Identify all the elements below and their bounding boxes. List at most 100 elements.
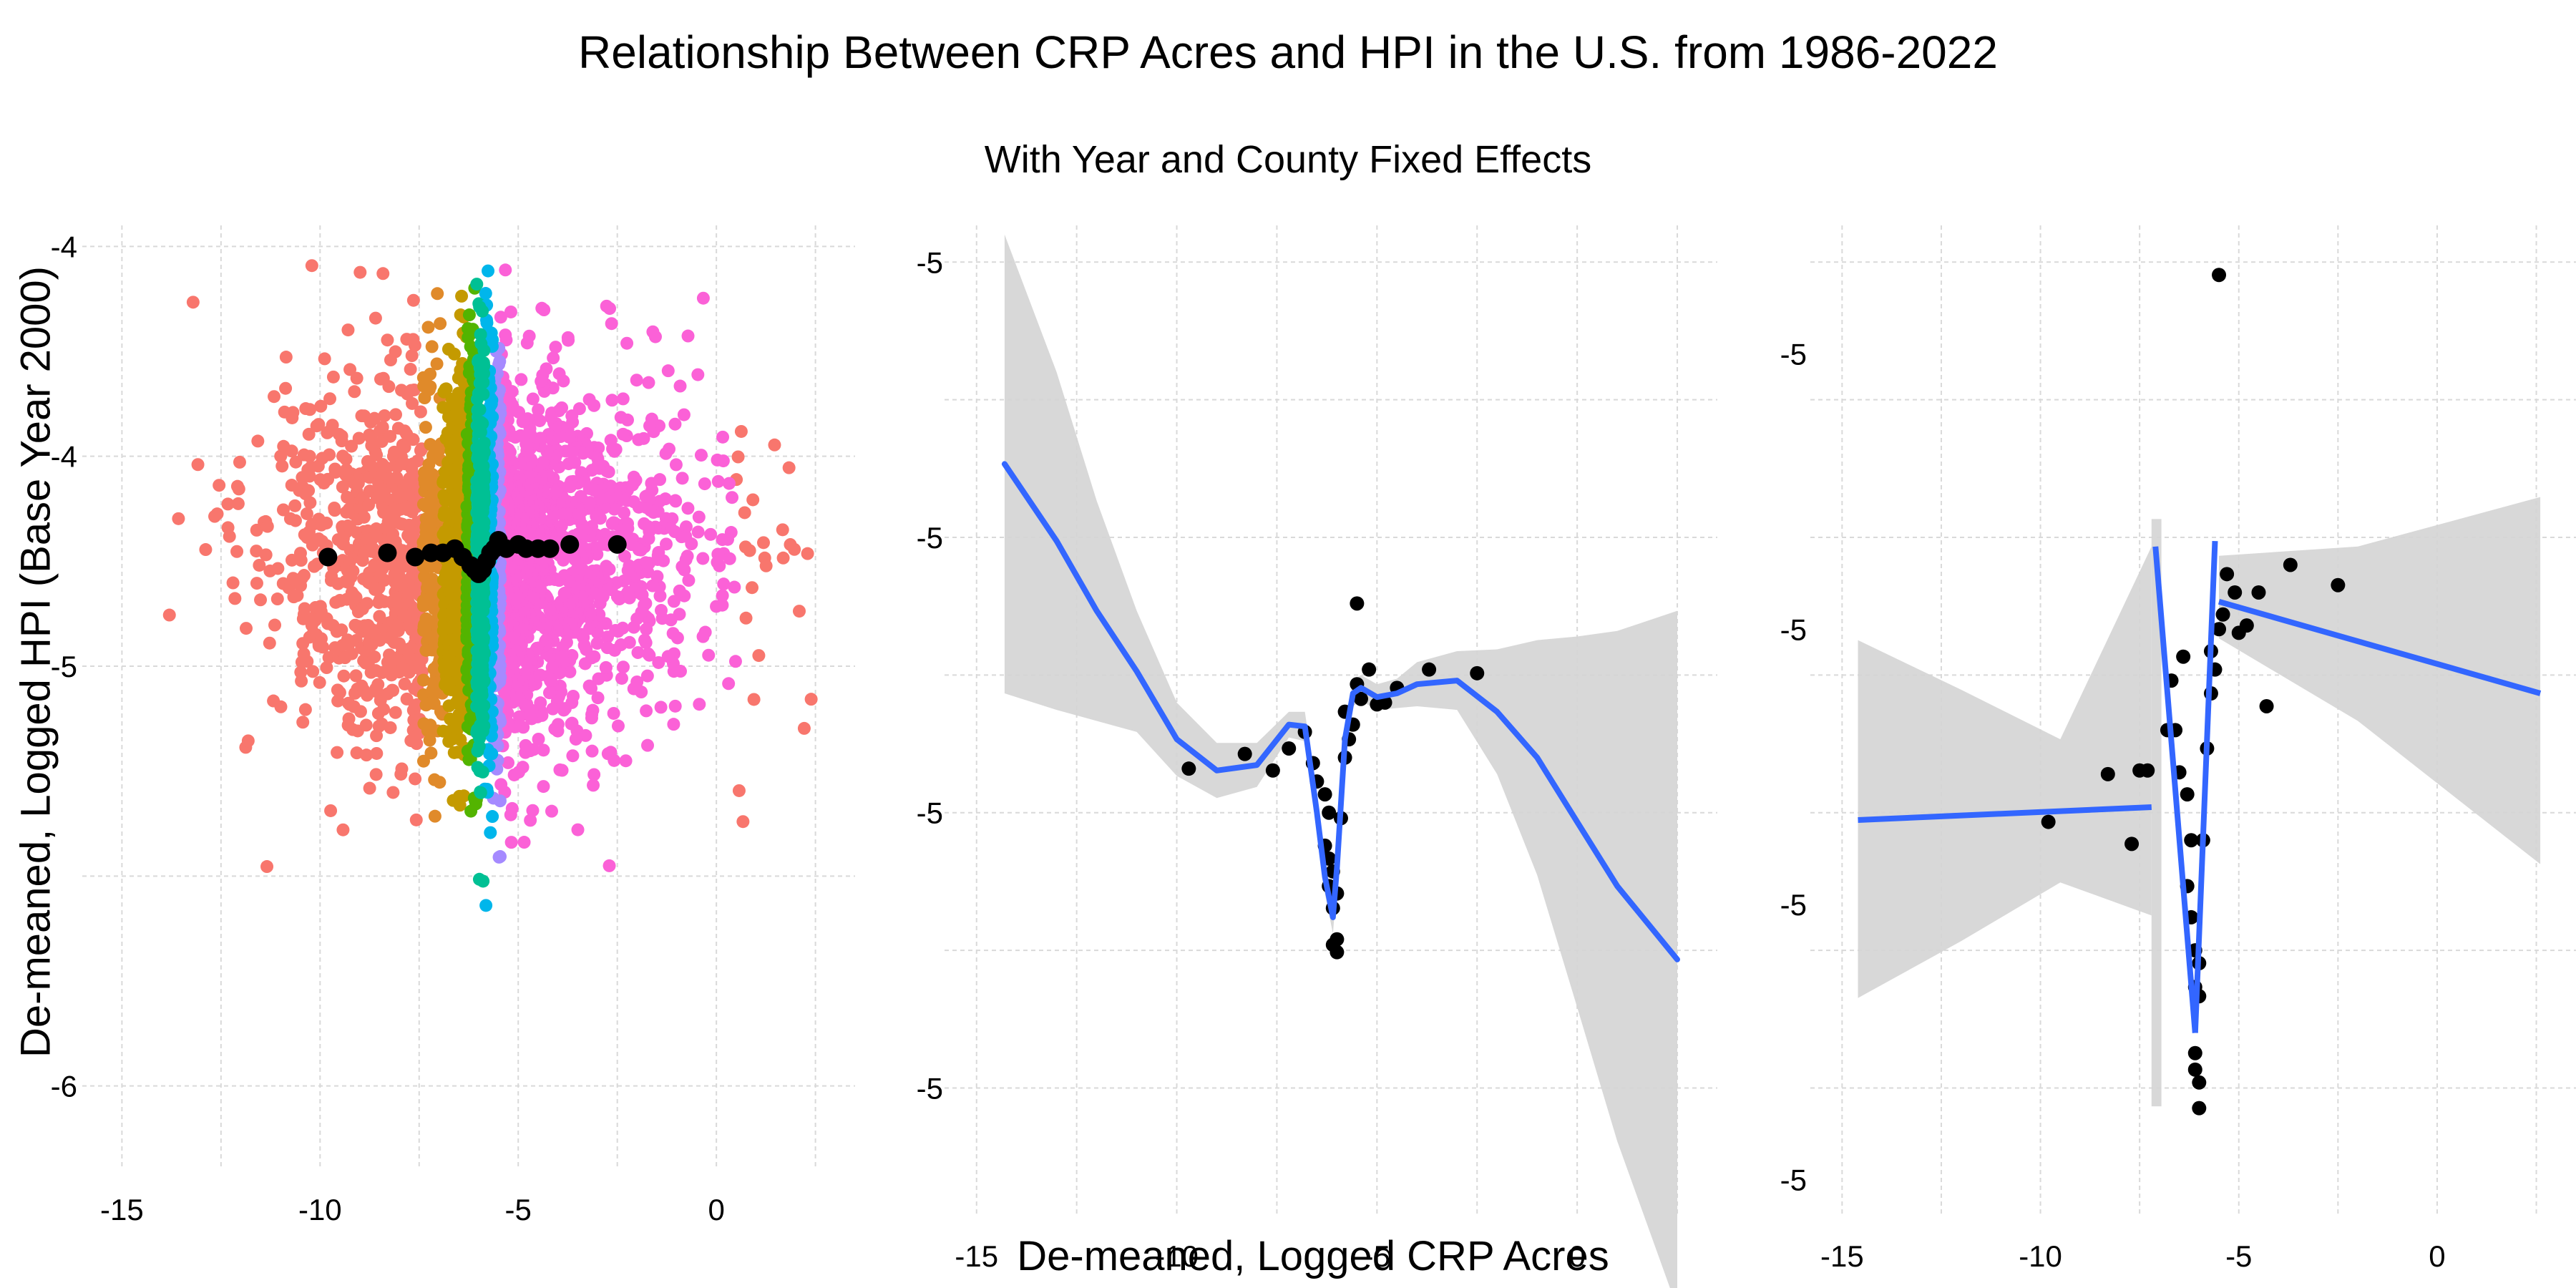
scatter-point xyxy=(320,516,333,530)
data-point xyxy=(2192,1075,2207,1090)
scatter-point xyxy=(673,584,686,597)
scatter-point xyxy=(640,704,653,718)
scatter-point xyxy=(270,592,284,606)
data-point xyxy=(2283,557,2298,572)
scatter-point xyxy=(302,427,316,441)
scatter-point xyxy=(607,706,620,720)
scatter-point xyxy=(600,641,614,655)
x-axis-label: De-meaned, Logged CRP Acres xyxy=(1017,1233,1609,1279)
scatter-point xyxy=(288,514,302,527)
scatter-point xyxy=(382,380,396,394)
scatter-point xyxy=(632,433,645,447)
scatter-point xyxy=(643,419,657,433)
data-point xyxy=(2140,763,2155,778)
scatter-point xyxy=(295,674,308,688)
scatter-point xyxy=(381,333,394,347)
x-tick-label: -5 xyxy=(505,1193,532,1226)
y-tick-label: -5 xyxy=(1780,613,1807,646)
scatter-point xyxy=(716,589,729,602)
scatter-point xyxy=(556,640,570,654)
scatter-point xyxy=(726,491,739,504)
scatter-point xyxy=(702,648,716,662)
x-tick-label: 0 xyxy=(2429,1239,2445,1273)
scatter-point xyxy=(405,349,419,363)
scatter-point xyxy=(638,517,651,530)
scatter-point xyxy=(557,703,570,717)
scatter-point xyxy=(328,504,341,517)
scatter-point xyxy=(565,409,579,423)
scatter-point xyxy=(734,424,748,438)
scatter-point xyxy=(784,538,797,552)
scatter-point xyxy=(668,494,682,507)
data-point xyxy=(2041,814,2056,829)
scatter-point xyxy=(359,718,373,732)
scatter-point xyxy=(306,665,320,678)
scatter-point xyxy=(585,744,599,758)
scatter-point xyxy=(301,655,314,668)
scatter-point xyxy=(370,448,384,462)
scatter-point xyxy=(305,259,318,273)
scatter-point xyxy=(758,551,771,565)
scatter-point xyxy=(370,746,384,760)
scatter-point xyxy=(349,669,363,683)
scatter-point xyxy=(646,579,660,592)
scatter-point xyxy=(350,746,364,760)
scatter-point xyxy=(260,860,274,874)
scatter-point xyxy=(376,420,389,434)
scatter-point xyxy=(652,655,665,669)
scatter-point xyxy=(692,510,706,524)
scatter-point xyxy=(642,376,655,389)
scatter-point xyxy=(271,562,285,575)
scatter-point xyxy=(619,754,633,768)
scatter-point xyxy=(704,527,718,541)
scatter-point xyxy=(618,506,631,519)
scatter-point xyxy=(614,411,628,424)
scatter-point xyxy=(621,564,635,577)
scatter-point xyxy=(386,683,400,697)
scatter-point xyxy=(716,430,730,444)
scatter-point xyxy=(640,623,653,636)
scatter-point xyxy=(404,363,417,376)
scatter-point xyxy=(675,472,689,485)
scatter-point xyxy=(546,702,560,716)
scatter-point xyxy=(615,671,628,685)
scatter-point xyxy=(312,418,326,431)
scatter-point xyxy=(756,536,770,550)
scatter-point xyxy=(673,379,687,393)
scatter-point xyxy=(357,510,371,524)
scatter-point xyxy=(698,477,711,491)
scatter-point xyxy=(335,434,348,448)
scatter-point xyxy=(738,540,752,554)
scatter-point xyxy=(542,686,556,700)
scatter-point xyxy=(376,267,390,280)
scatter-point xyxy=(414,405,427,419)
scatter-point xyxy=(377,703,391,716)
scatter-point xyxy=(728,655,742,668)
scatter-point xyxy=(696,630,710,643)
scatter-point xyxy=(349,590,363,604)
scatter-point xyxy=(378,573,391,587)
scatter-point xyxy=(336,823,350,836)
scatter-point xyxy=(591,691,605,705)
scatter-point xyxy=(285,444,298,458)
scatter-point xyxy=(341,323,355,337)
scatter-point xyxy=(549,341,562,354)
scatter-point xyxy=(675,560,689,573)
scatter-point xyxy=(667,595,680,608)
scatter-point xyxy=(669,458,683,472)
x-tick-label: -5 xyxy=(2225,1239,2252,1273)
scatter-point xyxy=(263,636,276,650)
scatter-point xyxy=(627,620,640,634)
scatter-point xyxy=(409,813,423,826)
scatter-point xyxy=(717,577,731,591)
scatter-point xyxy=(186,296,200,309)
scatter-point xyxy=(371,678,385,691)
scatter-point xyxy=(666,627,680,640)
scatter-point xyxy=(298,703,312,716)
scatter-point xyxy=(535,301,549,315)
scatter-point xyxy=(353,705,367,718)
scatter-point xyxy=(776,523,789,537)
chart-title: Relationship Between CRP Acres and HPI i… xyxy=(578,26,1998,78)
data-point xyxy=(2251,585,2266,600)
